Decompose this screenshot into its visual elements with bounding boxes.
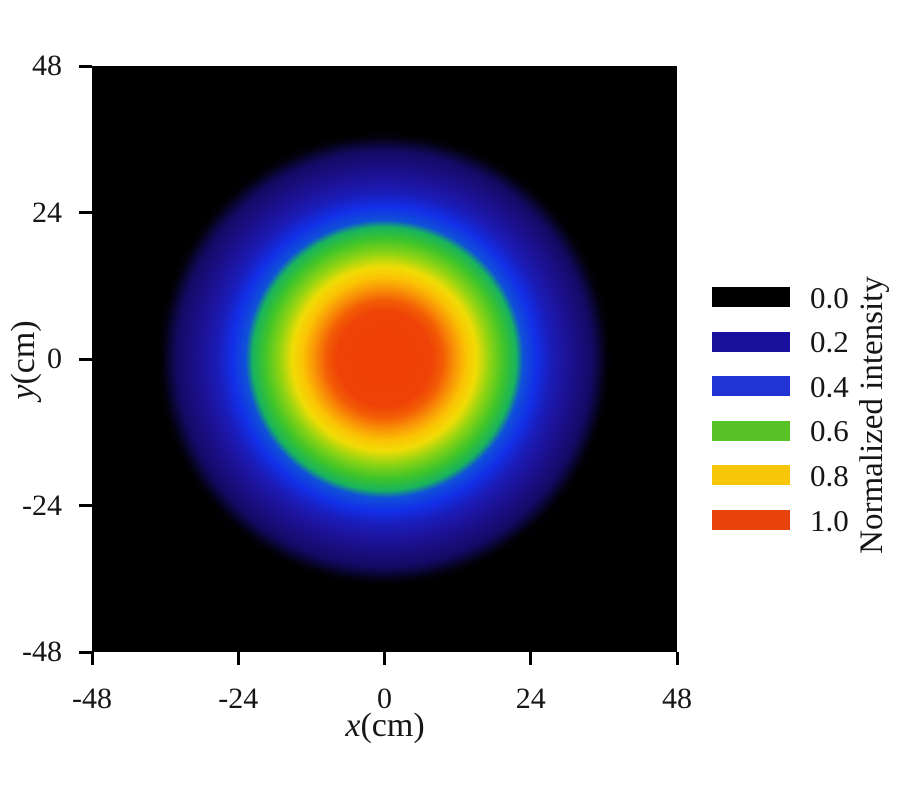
x-tick-mark [90, 652, 94, 665]
legend-entry: 0.8 [712, 460, 849, 491]
x-tick-label: -24 [218, 682, 259, 715]
x-tick-label: 48 [662, 682, 692, 715]
legend-value-label: 0.0 [810, 279, 849, 315]
x-axis-label: x(cm) [285, 708, 485, 744]
y-tick-mark [79, 650, 92, 654]
legend-value-label: 0.6 [810, 413, 849, 449]
y-tick-mark [79, 504, 92, 507]
legend-entry: 0.4 [712, 371, 849, 402]
y-axis-unit: (cm) [5, 320, 42, 385]
y-tick-mark [79, 357, 92, 361]
legend-color-swatch [712, 465, 790, 486]
x-tick-mark [236, 652, 240, 665]
x-axis-variable: x [345, 707, 361, 744]
legend-entry: 0.2 [712, 326, 849, 357]
colorbar-legend: 0.0 0.2 0.4 0.6 0.8 1.0 [712, 282, 872, 552]
x-tick-label: -48 [72, 682, 112, 715]
legend-color-swatch [712, 420, 790, 441]
x-axis-unit: (cm) [360, 707, 425, 744]
legend-value-label: 1.0 [810, 502, 849, 538]
legend-color-swatch [712, 287, 790, 307]
x-tick-mark [675, 652, 679, 665]
legend-value-label: 0.4 [810, 368, 849, 404]
legend-color-swatch [712, 376, 790, 397]
x-tick-mark [383, 652, 386, 665]
heatmap-plot-area [92, 66, 677, 652]
y-tick-mark [79, 211, 92, 214]
legend-color-swatch [712, 331, 790, 352]
y-tick-label: -48 [22, 635, 62, 668]
legend-entry: 0.6 [712, 415, 849, 446]
x-tick-label: 0 [377, 682, 392, 715]
legend-color-swatch [712, 510, 790, 530]
x-tick-mark [529, 652, 533, 665]
y-axis-label: y(cm) [5, 280, 42, 440]
colorbar-title: Normalized intensity [854, 276, 890, 554]
y-tick-label: 0 [47, 342, 62, 375]
y-tick-mark [79, 64, 92, 68]
y-tick-label: 48 [32, 49, 62, 82]
legend-value-label: 0.2 [810, 324, 849, 360]
y-tick-label: 24 [32, 195, 62, 229]
y-axis-variable: y [5, 384, 42, 400]
legend-value-label: 0.8 [810, 457, 849, 493]
y-tick-label: -24 [22, 488, 62, 522]
legend-entry: 0.0 [712, 282, 849, 313]
x-tick-label: 24 [515, 682, 546, 715]
legend-entry: 1.0 [712, 505, 849, 536]
